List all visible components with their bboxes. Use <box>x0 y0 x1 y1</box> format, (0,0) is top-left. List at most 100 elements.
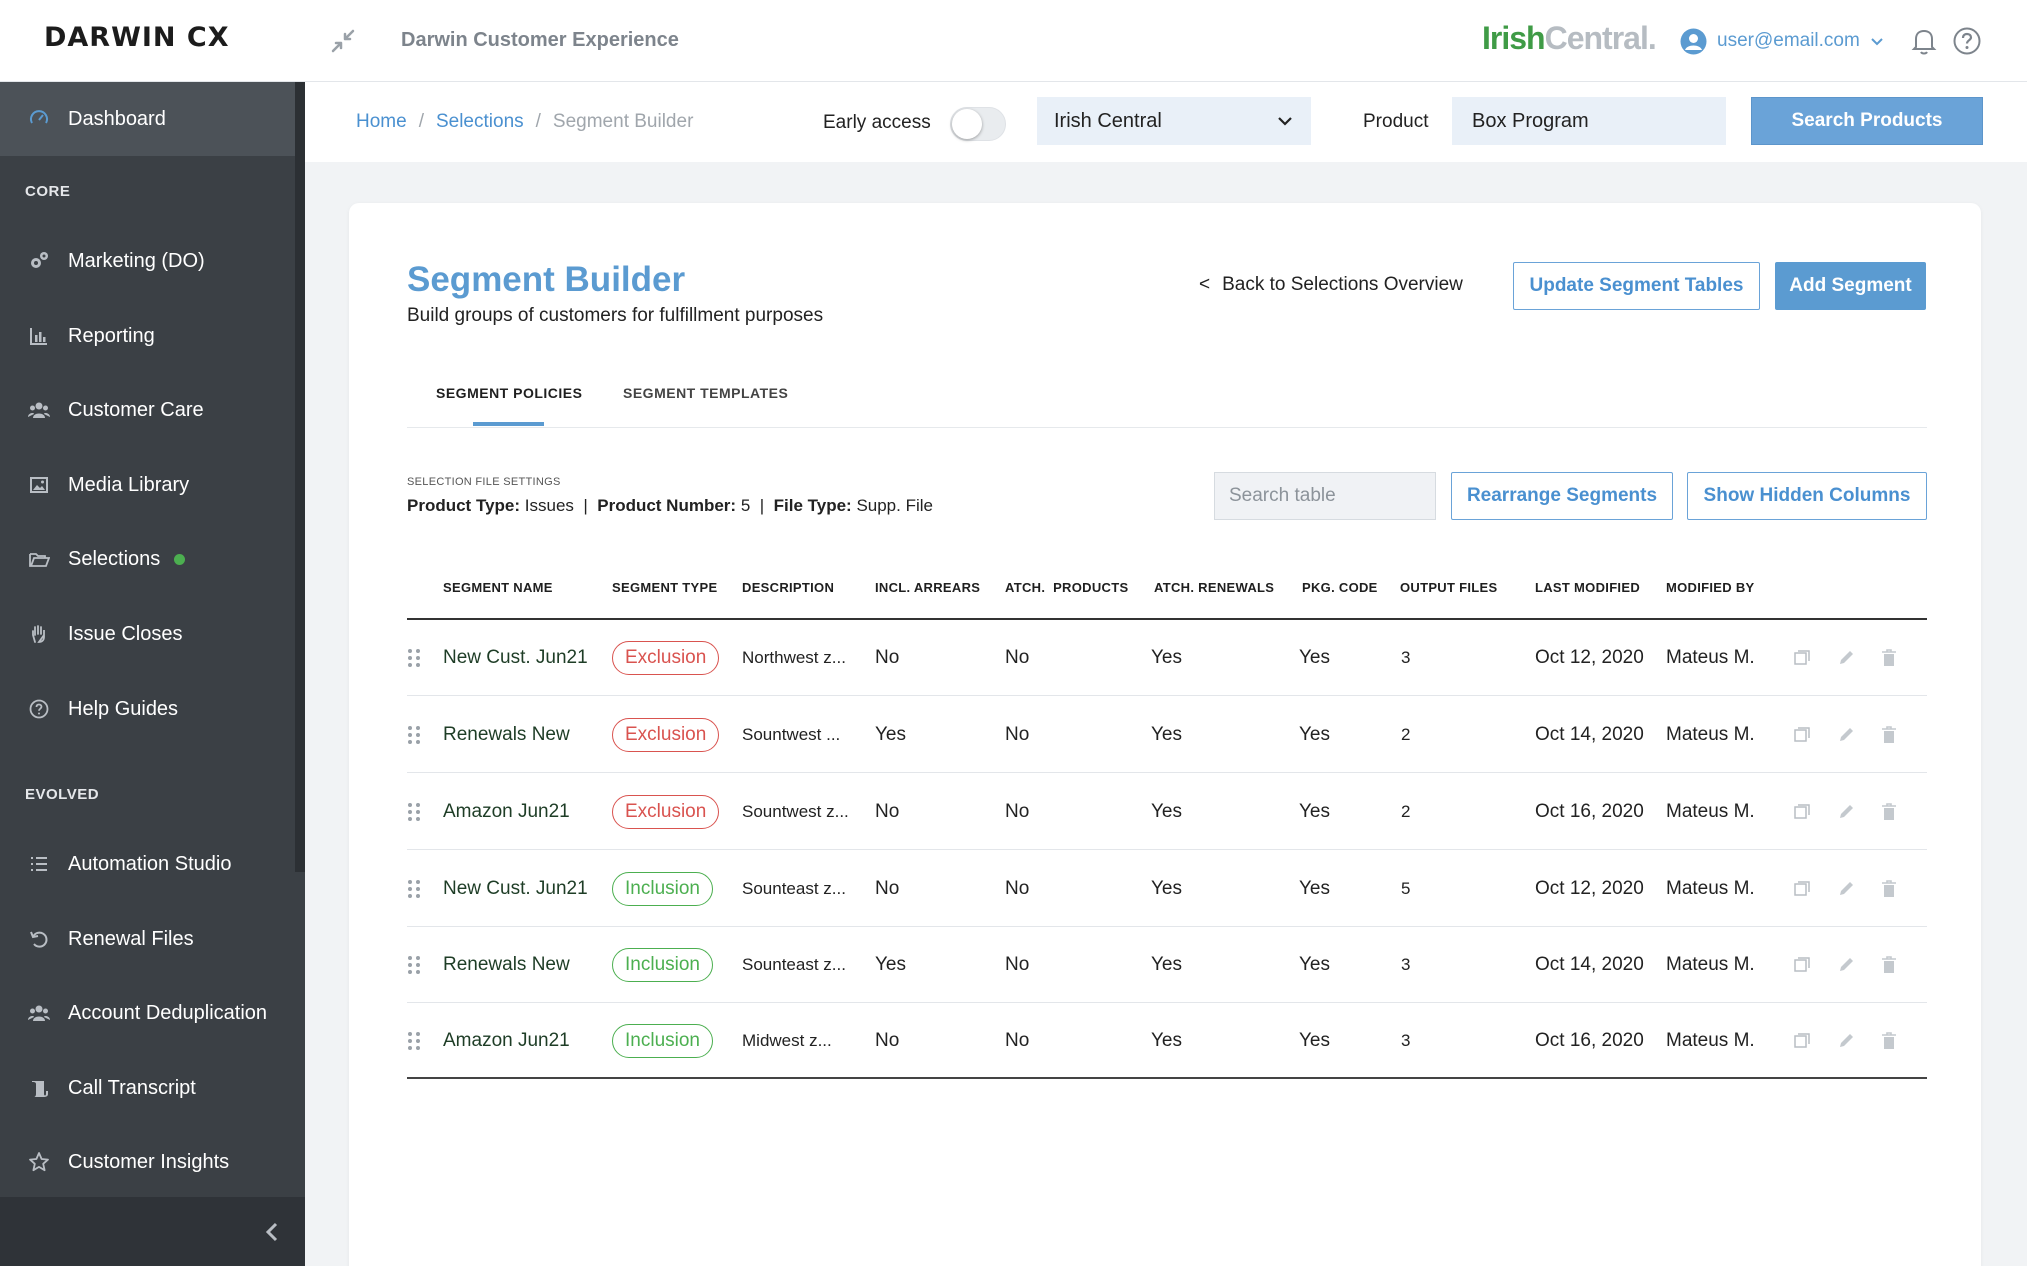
edit-segment-button[interactable] <box>1836 774 1856 850</box>
breadcrumb-home[interactable]: Home <box>356 111 407 132</box>
sidebar-item-automation-studio[interactable]: Automation Studio <box>0 827 295 901</box>
search-products-button[interactable]: Search Products <box>1751 97 1983 145</box>
sidebar-item-selections[interactable]: Selections <box>0 522 295 596</box>
delete-segment-button[interactable] <box>1879 620 1899 696</box>
edit-segment-button[interactable] <box>1836 620 1856 696</box>
app-logo[interactable]: DARWIN CX <box>44 22 230 53</box>
page-subtitle: Build groups of customers for fulfillmen… <box>407 305 824 326</box>
search-table-input[interactable] <box>1214 472 1436 520</box>
sidebar-item-call-transcript[interactable]: Call Transcript <box>0 1051 295 1125</box>
sidebar-item-reporting[interactable]: Reporting <box>0 299 295 373</box>
product-input[interactable] <box>1452 97 1726 145</box>
copy-segment-button[interactable] <box>1792 927 1812 1003</box>
delete-segment-button[interactable] <box>1879 1003 1899 1079</box>
copy-segment-button[interactable] <box>1792 851 1812 927</box>
column-header-atch-renewals[interactable]: ATCH. RENEWALS <box>1154 580 1275 595</box>
table-row[interactable]: New Cust. Jun21 Inclusion Sounteast z... No… <box>407 851 1927 927</box>
last-modified-value: Oct 12, 2020 <box>1535 647 1644 668</box>
incl-arrears-value: Yes <box>875 954 906 975</box>
column-header-pkg-code[interactable]: PKG. CODE <box>1302 580 1378 595</box>
bell-icon[interactable] <box>1910 26 1938 56</box>
drag-handle[interactable] <box>407 1003 421 1079</box>
show-hidden-columns-button[interactable]: Show Hidden Columns <box>1687 472 1927 520</box>
segment-name[interactable]: Renewals New <box>443 724 570 745</box>
copy-icon <box>1794 1033 1810 1048</box>
update-segment-tables-button[interactable]: Update Segment Tables <box>1513 262 1760 310</box>
sidebar-item-customer-care[interactable]: Customer Care <box>0 373 295 447</box>
column-header-atch-products[interactable]: ATCH. PRODUCTS <box>1005 580 1129 595</box>
table-row[interactable]: Amazon Jun21 Exclusion Sountwest z... No No Y… <box>407 774 1927 850</box>
output-files-value: 3 <box>1401 1031 1411 1050</box>
drag-handle[interactable] <box>407 697 421 773</box>
breadcrumb-selections[interactable]: Selections <box>435 111 524 132</box>
early-access-toggle[interactable] <box>950 107 1006 141</box>
delete-segment-button[interactable] <box>1879 851 1899 927</box>
sidebar-item-help-guides[interactable]: Help Guides <box>0 672 295 746</box>
output-files-value: 2 <box>1401 802 1411 821</box>
edit-segment-button[interactable] <box>1836 927 1856 1003</box>
column-header-last-modified[interactable]: LAST MODIFIED <box>1535 580 1641 595</box>
column-header-segment-name[interactable]: SEGMENT NAME <box>443 580 553 595</box>
pkg-code-value: Yes <box>1299 647 1330 668</box>
edit-segment-button[interactable] <box>1836 697 1856 773</box>
chevron-down-icon <box>1278 117 1292 126</box>
drag-handle[interactable] <box>407 851 421 927</box>
sidebar <box>0 82 305 1266</box>
atch-products-value: No <box>1005 1030 1030 1051</box>
product-number-label: Product Number: <box>597 496 737 515</box>
sidebar-item-customer-insights[interactable]: Customer Insights <box>0 1125 295 1199</box>
sidebar-item-account-deduplication[interactable]: Account Deduplication <box>0 976 295 1050</box>
drag-handle[interactable] <box>407 620 421 696</box>
table-row[interactable]: Renewals New Exclusion Sountwest ... Yes No Y… <box>407 697 1927 773</box>
sidebar-item-dashboard[interactable]: Dashboard <box>0 82 295 156</box>
user-menu[interactable]: user@email.com <box>1680 26 1884 56</box>
sidebar-item-label: Issue Closes <box>68 622 183 645</box>
delete-segment-button[interactable] <box>1879 927 1899 1003</box>
table-row[interactable]: Renewals New Inclusion Sounteast z... Yes No… <box>407 927 1927 1003</box>
segment-name[interactable]: Amazon Jun21 <box>443 801 570 822</box>
sidebar-item-media-library[interactable]: Media Library <box>0 448 295 522</box>
chevron-left-icon[interactable] <box>262 1220 282 1244</box>
table-row[interactable]: New Cust. Jun21 Exclusion Northwest z... No… <box>407 620 1927 696</box>
copy-segment-button[interactable] <box>1792 774 1812 850</box>
sidebar-scrollbar[interactable] <box>295 82 305 872</box>
segment-name[interactable]: New Cust. Jun21 <box>443 878 588 899</box>
sidebar-item-renewal-files[interactable]: Renewal Files <box>0 902 295 976</box>
copy-segment-button[interactable] <box>1792 697 1812 773</box>
column-header-modified-by[interactable]: MODIFIED BY <box>1666 580 1755 595</box>
drag-handle[interactable] <box>407 774 421 850</box>
trash-icon <box>1882 726 1896 743</box>
tab-segment-templates[interactable]: SEGMENT TEMPLATES <box>623 385 789 401</box>
rearrange-segments-button[interactable]: Rearrange Segments <box>1451 472 1673 520</box>
sidebar-item-marketing[interactable]: Marketing (DO) <box>0 224 295 298</box>
sidebar-item-issue-closes[interactable]: Issue Closes <box>0 597 295 671</box>
segment-name[interactable]: Amazon Jun21 <box>443 1030 570 1051</box>
column-header-description[interactable]: DESCRIPTION <box>742 580 835 595</box>
copy-icon <box>1794 881 1810 896</box>
drag-handle[interactable] <box>407 927 421 1003</box>
segment-type-cell: Inclusion <box>612 927 713 1003</box>
edit-segment-button[interactable] <box>1836 1003 1856 1079</box>
publication-select[interactable]: Irish Central <box>1037 97 1311 145</box>
copy-segment-button[interactable] <box>1792 620 1812 696</box>
pkg-code-value: Yes <box>1299 1030 1330 1051</box>
delete-segment-button[interactable] <box>1879 774 1899 850</box>
output-files-value: 2 <box>1401 725 1411 744</box>
help-icon[interactable] <box>1952 26 1982 56</box>
sidebar-footer <box>0 1197 305 1266</box>
add-segment-button[interactable]: Add Segment <box>1775 262 1926 310</box>
column-header-segment-type[interactable]: SEGMENT TYPE <box>612 580 718 595</box>
column-header-incl-arrears[interactable]: INCL. ARREARS <box>875 580 981 595</box>
back-to-selections-link[interactable]: < Back to Selections Overview <box>1199 274 1463 296</box>
segment-name[interactable]: New Cust. Jun21 <box>443 647 588 668</box>
edit-segment-button[interactable] <box>1836 851 1856 927</box>
compress-icon[interactable] <box>328 26 358 56</box>
table-row[interactable]: Amazon Jun21 Inclusion Midwest z... No No Yes… <box>407 1003 1927 1079</box>
copy-segment-button[interactable] <box>1792 1003 1812 1079</box>
incl-arrears-value: No <box>875 801 900 822</box>
column-header-output-files[interactable]: OUTPUT FILES <box>1400 580 1498 595</box>
segment-name[interactable]: Renewals New <box>443 954 570 975</box>
delete-segment-button[interactable] <box>1879 697 1899 773</box>
tab-segment-policies[interactable]: SEGMENT POLICIES <box>436 385 583 401</box>
pencil-icon <box>1840 882 1853 895</box>
